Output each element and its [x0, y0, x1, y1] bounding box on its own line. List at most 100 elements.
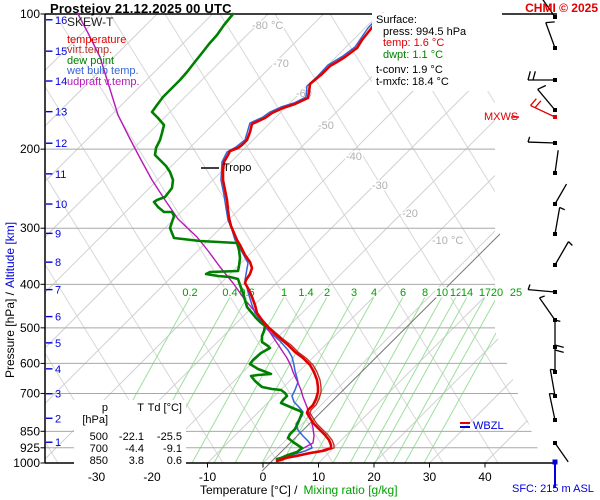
altitude-axis-title: Altitude [km]: [3, 221, 17, 288]
wind-barb: [527, 71, 557, 82]
wind-barb: [553, 183, 568, 206]
page-title: Prostejov 21.12.2025 00 UTC: [50, 1, 232, 16]
wind-barb: [553, 441, 569, 463]
svg-text:12: 12: [450, 287, 462, 299]
surface-heading: Surface:: [376, 14, 417, 26]
svg-text:100: 100: [20, 7, 40, 21]
svg-text:-10: -10: [199, 470, 217, 484]
wind-barb: [545, 21, 557, 50]
wind-barb: [527, 284, 557, 294]
svg-text:400: 400: [20, 277, 40, 291]
wind-barbs: [527, 0, 573, 463]
svg-text:700: 700: [20, 386, 40, 400]
surface-info-box: Surface: press: 994.5 hPa temp: 1.6 °C d…: [372, 13, 502, 91]
svg-text:0: 0: [260, 470, 267, 484]
svg-text:0.4: 0.4: [222, 287, 237, 299]
svg-text:17: 17: [479, 287, 491, 299]
svg-text:14: 14: [55, 76, 67, 88]
svg-text:-40: -40: [346, 151, 362, 163]
svg-text:6: 6: [55, 312, 61, 324]
svg-text:40: 40: [478, 470, 492, 484]
surface-temperature: temp: 1.6 °C: [383, 37, 445, 49]
surface-dewpoint: dwpt: 1.1 °C: [383, 48, 444, 61]
x-axis-title: Temperature [°C] / Mixing ratio [g/kg]: [200, 483, 398, 497]
svg-text:0.2: 0.2: [182, 287, 197, 299]
svg-text:3: 3: [55, 389, 61, 401]
svg-text:3: 3: [351, 287, 357, 299]
svg-text:7: 7: [55, 285, 61, 297]
svg-text:5: 5: [55, 338, 61, 350]
legend: SKEW-T temperature virt.temp. dew point …: [67, 15, 140, 88]
svg-text:15: 15: [55, 46, 67, 58]
wind-barb: [548, 392, 557, 422]
levels-table-header: p [hPa] T Td [°C]: [82, 402, 182, 426]
svg-text:-80 °C: -80 °C: [252, 20, 283, 32]
svg-text:20: 20: [491, 287, 503, 299]
surface-pressure: press: 994.5 hPa: [383, 25, 467, 38]
svg-text:8: 8: [422, 287, 428, 299]
skewt-grid: [45, 14, 543, 463]
svg-text:1: 1: [55, 437, 61, 449]
levels-table: p [hPa] T Td [°C] 500 -22.1 -25.5 700 -4…: [74, 400, 186, 469]
svg-text:13: 13: [55, 107, 67, 119]
wind-barb: [527, 136, 557, 145]
svg-text:300: 300: [20, 221, 40, 235]
sfc-marker-dot: [552, 459, 558, 465]
temperature-axis: -30 -20 -10 0 10 20 30 40: [88, 463, 492, 484]
svg-text:6: 6: [400, 287, 406, 299]
y-axis-title: Pressure [hPa] /Altitude [km]: [3, 221, 17, 379]
svg-text:4: 4: [371, 287, 377, 299]
svg-text:9: 9: [55, 228, 61, 240]
curve-temperature: [221, 12, 385, 463]
mxws-label: MXWS: [484, 111, 519, 123]
svg-text:600: 600: [20, 356, 40, 370]
svg-text:-30: -30: [88, 470, 106, 484]
svg-text:-50: -50: [318, 120, 334, 132]
sfc-altitude-label: SFC: 215 m ASL: [512, 483, 594, 495]
wind-barb: [537, 84, 557, 112]
svg-text:-10 °C: -10 °C: [432, 235, 463, 247]
svg-text:200: 200: [20, 142, 40, 156]
svg-text:4: 4: [55, 364, 61, 376]
legend-item-virt-temp: virt.temp.: [67, 44, 113, 56]
svg-text:2: 2: [55, 413, 61, 425]
wind-barb: [553, 344, 564, 374]
legend-item-updraft: udpraft v.temp.: [67, 75, 140, 88]
svg-text:925: 925: [20, 441, 40, 455]
svg-text:850: 850: [20, 424, 40, 438]
wind-barb: [538, 295, 557, 322]
wind-barb: [542, 0, 557, 19]
svg-text:-20: -20: [143, 470, 161, 484]
watermark-chmi: CHMI © 2025: [525, 1, 598, 15]
wind-barb: [530, 98, 557, 119]
svg-text:1000: 1000: [13, 456, 40, 470]
wind-barb: [553, 150, 559, 175]
svg-text:1.4: 1.4: [298, 287, 313, 299]
curve-dew-point: [150, 12, 304, 461]
svg-text:2: 2: [324, 287, 330, 299]
table-row: 700 -4.4 -9.1: [89, 443, 182, 455]
svg-text:30: 30: [423, 470, 437, 484]
legend-item-dew-point: dew point: [67, 54, 115, 67]
wind-barb: [553, 206, 565, 236]
svg-text:-20: -20: [402, 208, 418, 220]
svg-text:20: 20: [367, 470, 381, 484]
svg-text:-30: -30: [372, 180, 388, 192]
table-row: 850 3.8 0.6: [89, 455, 182, 467]
table-row: 500 -22.1 -25.5: [89, 431, 182, 443]
surface-tmxfc: t-mxfc: 18.4 °C: [376, 75, 449, 88]
svg-text:1: 1: [281, 287, 287, 299]
altitude-axis: 16 15 14 13 12 11 10 9 8 7 6 5 4 3 2 1: [46, 15, 67, 449]
isotherm-labels: -80 °C-70-60-50-40-30-20-10 °C: [251, 19, 465, 249]
wind-barb: [553, 241, 573, 267]
wind-barb: [549, 368, 557, 398]
svg-text:25: 25: [510, 287, 522, 299]
svg-text:8: 8: [55, 257, 61, 269]
tropopause-label: Tropo: [223, 162, 252, 174]
surface-tconv: t-conv: 1.9 °C: [376, 64, 443, 76]
legend-heading: SKEW-T: [67, 15, 114, 29]
svg-text:14: 14: [461, 287, 473, 299]
